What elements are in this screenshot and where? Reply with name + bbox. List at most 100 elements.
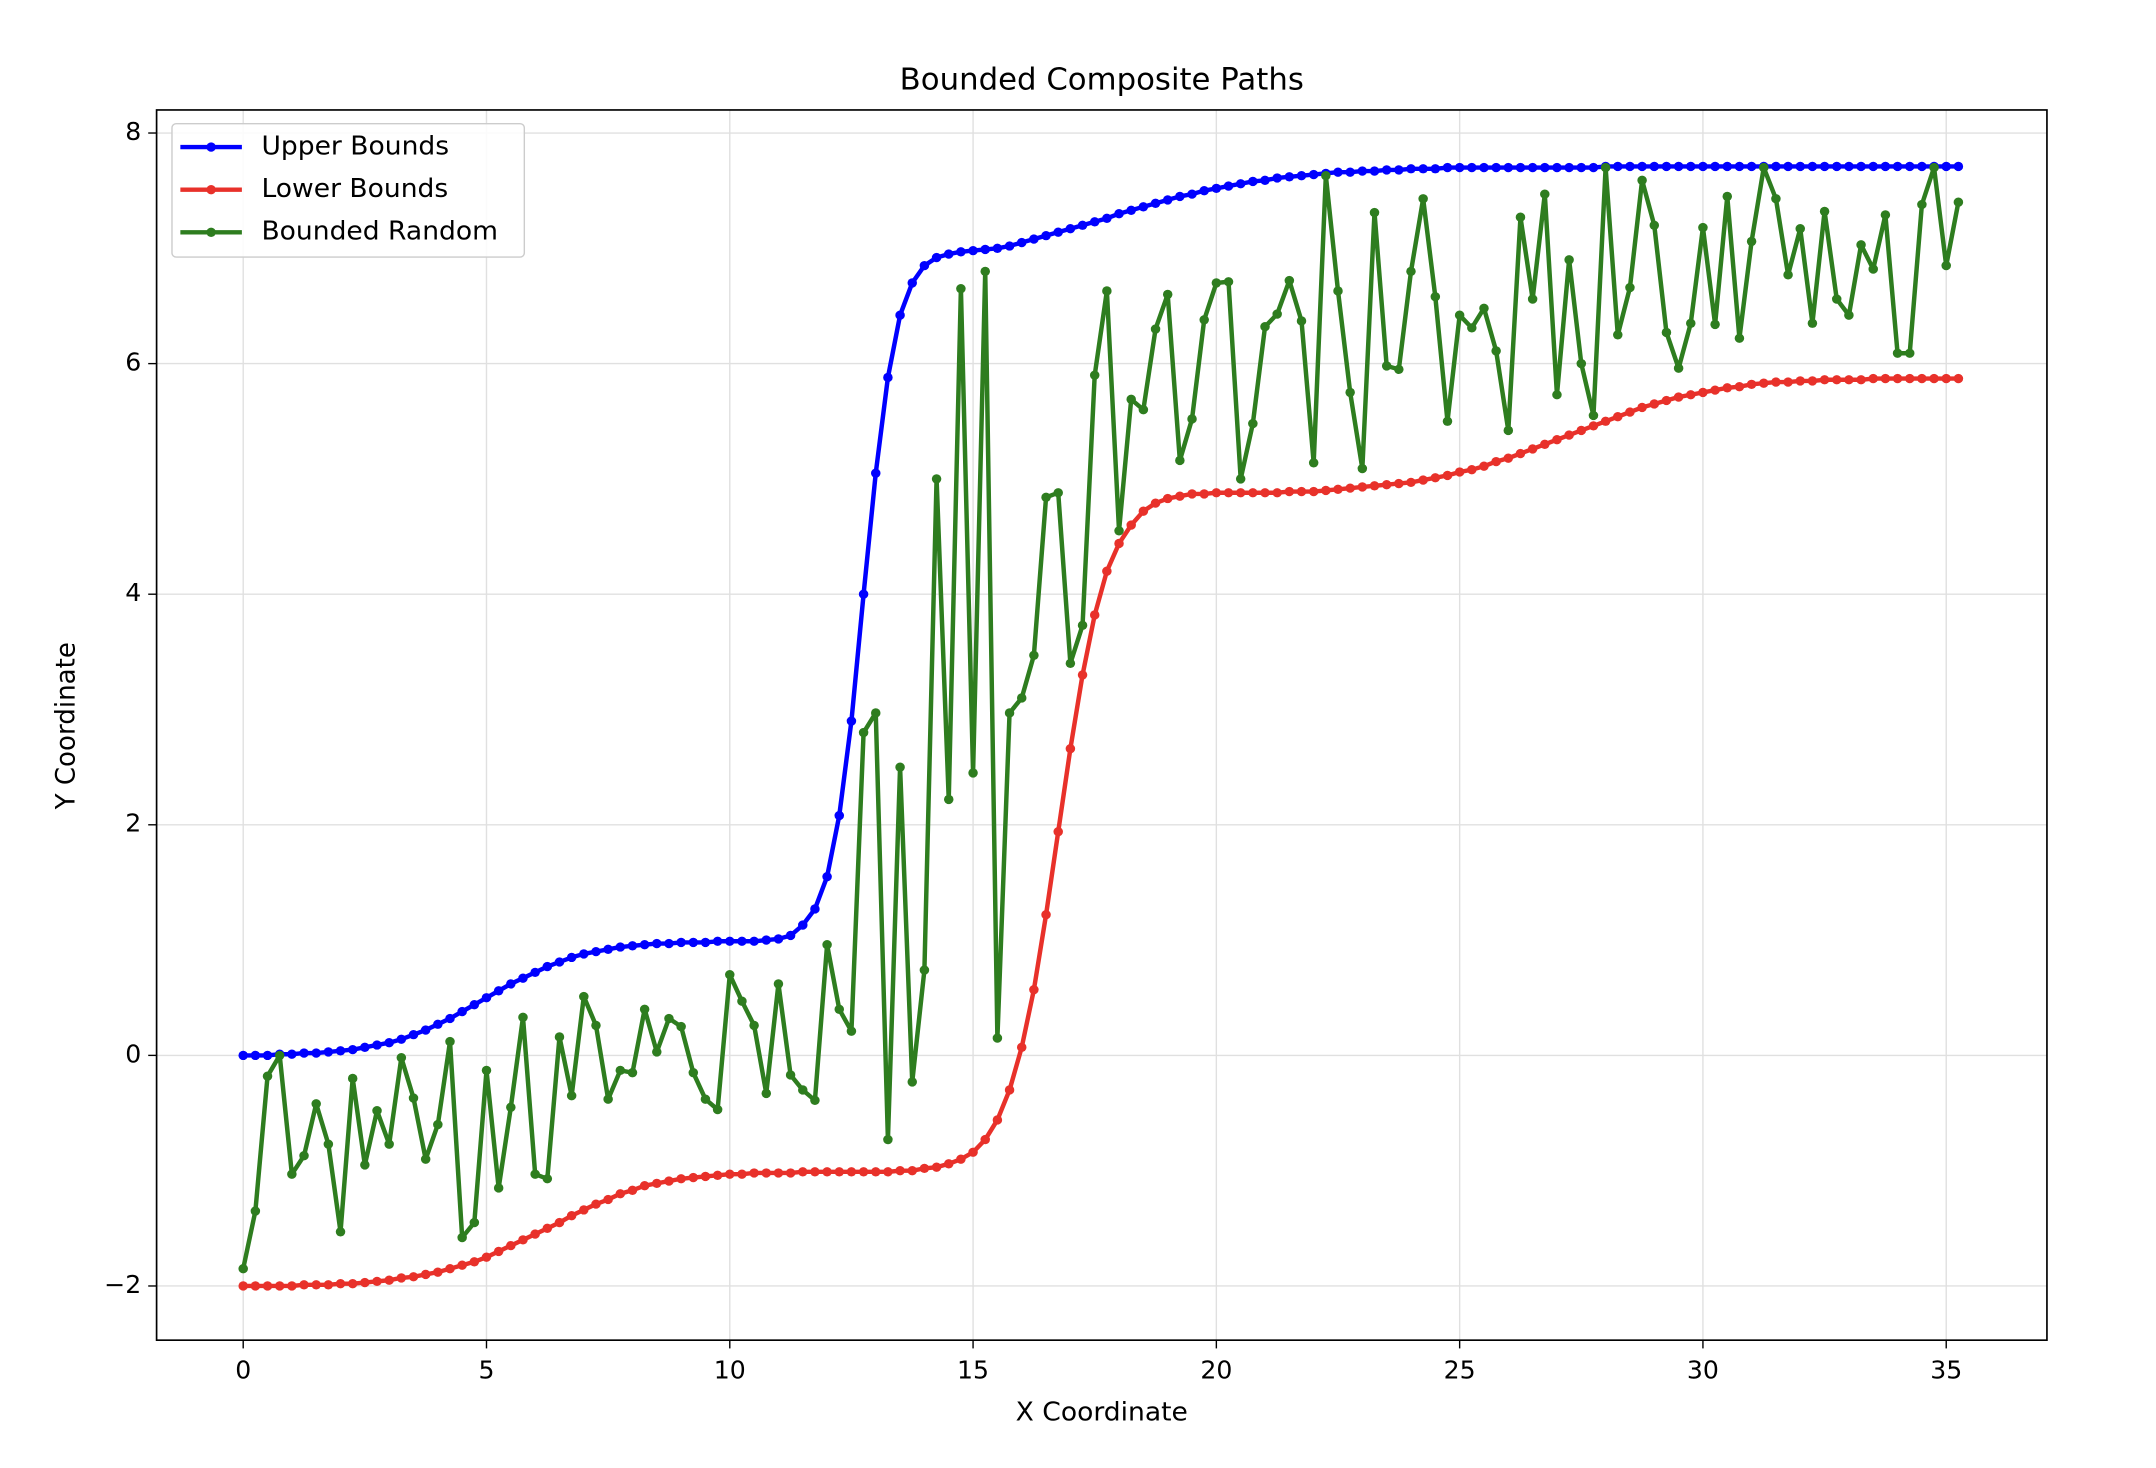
data-point (822, 872, 832, 882)
data-point (1284, 275, 1295, 286)
data-point (1150, 498, 1161, 508)
data-point (1260, 488, 1270, 498)
x-tick-label: 20 (1200, 1356, 1232, 1385)
data-point (238, 1264, 248, 1274)
x-axis-label: X Coordinate (1016, 1398, 1188, 1428)
data-point (1381, 480, 1392, 490)
data-point (871, 1167, 881, 1177)
data-point (798, 920, 808, 930)
data-point (1418, 194, 1428, 204)
data-point (299, 1151, 309, 1161)
y-axis-label: Y Coordinate (51, 642, 81, 810)
data-point (1856, 161, 1866, 172)
data-point (1613, 330, 1623, 340)
data-point (785, 1070, 796, 1080)
data-point (1248, 418, 1258, 429)
data-point (1077, 670, 1088, 680)
data-point (627, 1185, 638, 1195)
data-point (433, 1267, 443, 1277)
data-point (871, 468, 881, 478)
data-point (457, 1260, 467, 1270)
data-point (871, 708, 881, 718)
series-line (241, 165, 1961, 1270)
data-point (1394, 165, 1404, 175)
data-point (1016, 693, 1027, 703)
data-point (846, 1026, 857, 1036)
data-point (1248, 488, 1258, 498)
data-point (1272, 488, 1282, 498)
data-point (652, 1178, 662, 1189)
data-point (1394, 478, 1404, 489)
data-point (1357, 482, 1368, 492)
x-tick-label: 25 (1444, 1356, 1476, 1385)
data-point (1746, 161, 1757, 172)
data-point (1089, 217, 1100, 227)
y-tick-label: 4 (125, 578, 141, 607)
data-point (518, 973, 528, 983)
data-point (1917, 199, 1927, 210)
data-point (1637, 402, 1647, 413)
data-point (688, 937, 699, 948)
data-point (469, 1217, 480, 1228)
data-point (311, 1280, 321, 1290)
data-point (1868, 264, 1878, 274)
data-point (1637, 161, 1647, 172)
data-point (1576, 425, 1587, 436)
data-point (1673, 161, 1684, 172)
data-point (883, 1167, 893, 1177)
legend-box (171, 123, 526, 258)
data-point (554, 1217, 565, 1228)
data-point (1053, 488, 1063, 498)
legend-label: Upper Bounds (261, 132, 449, 162)
data-point (1600, 416, 1611, 426)
data-point (1065, 744, 1076, 754)
data-point (1807, 376, 1818, 386)
data-point (688, 1172, 699, 1183)
data-point (1637, 175, 1647, 185)
legend-label: Bounded Random (261, 217, 498, 247)
data-point (1442, 162, 1453, 173)
data-point (1211, 183, 1222, 194)
data-point (408, 1272, 419, 1282)
data-point (360, 1277, 370, 1288)
data-point (737, 1169, 747, 1179)
data-point (1369, 166, 1380, 176)
y-tick-label: 6 (125, 348, 141, 377)
data-point (1503, 453, 1514, 463)
data-point (737, 996, 747, 1006)
data-point (1783, 377, 1793, 387)
data-point (1162, 289, 1173, 300)
data-point (1698, 161, 1708, 172)
data-point (1053, 827, 1063, 837)
data-point (1625, 407, 1635, 417)
data-point (396, 1053, 407, 1063)
data-point (262, 1050, 273, 1061)
data-point (481, 993, 492, 1003)
data-point (919, 260, 930, 271)
data-point (493, 1246, 504, 1257)
x-tick-label: 35 (1930, 1356, 1962, 1385)
data-point (798, 1167, 808, 1177)
data-point (1004, 1085, 1015, 1095)
data-point (992, 243, 1003, 253)
data-point (1369, 481, 1380, 491)
data-point (1819, 161, 1830, 172)
data-point (1698, 387, 1708, 398)
data-point (335, 1227, 346, 1237)
data-point (1321, 171, 1331, 181)
data-point (335, 1279, 346, 1289)
data-point (372, 1276, 382, 1287)
data-point (579, 991, 589, 1002)
data-point (1515, 162, 1526, 173)
data-point (530, 1229, 540, 1239)
data-point (518, 1235, 528, 1245)
data-point (907, 278, 918, 288)
data-point (506, 979, 516, 989)
data-point (1673, 392, 1684, 402)
data-point (1321, 485, 1331, 496)
data-point (664, 1176, 674, 1186)
data-point (335, 1046, 346, 1056)
data-point (1126, 205, 1136, 215)
data-point (1856, 375, 1866, 385)
data-point (1175, 491, 1185, 501)
